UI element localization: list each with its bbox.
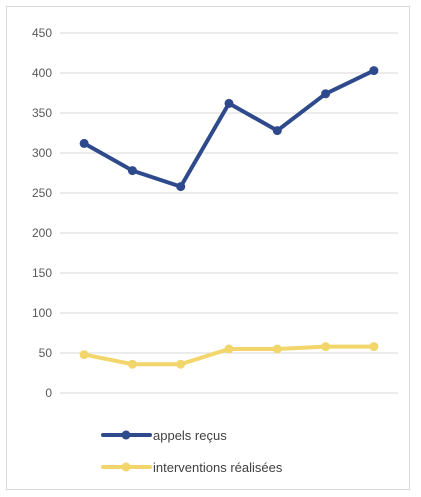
data-point [224, 344, 234, 354]
y-axis-ticks: 0 50 100 150 200 250 300 350 400 450 [32, 26, 52, 400]
y-tick-label: 400 [32, 66, 52, 80]
legend-label: interventions réalisées [153, 460, 283, 475]
series-2 [79, 342, 379, 369]
data-point [369, 66, 379, 76]
grid-lines [60, 32, 398, 394]
series-1 [79, 66, 379, 192]
legend-marker [121, 430, 131, 440]
data-point [79, 138, 89, 148]
y-tick-label: 100 [32, 306, 52, 320]
data-point [127, 166, 137, 176]
y-tick-label: 50 [39, 346, 53, 360]
y-tick-label: 200 [32, 226, 52, 240]
legend: appels reçus interventions réalisées [101, 428, 283, 475]
legend-item: appels reçus [101, 428, 227, 443]
y-tick-label: 250 [32, 186, 52, 200]
legend-marker [121, 462, 131, 472]
series-layer [79, 66, 379, 369]
series-line [82, 68, 376, 189]
y-tick-label: 350 [32, 106, 52, 120]
data-point [224, 98, 234, 108]
data-point [272, 126, 282, 136]
data-point [79, 350, 89, 360]
data-point [176, 359, 186, 369]
y-tick-label: 0 [45, 386, 52, 400]
data-point [369, 342, 379, 352]
data-point [272, 344, 282, 354]
data-point [176, 182, 186, 192]
y-tick-label: 300 [32, 146, 52, 160]
data-point [321, 89, 331, 99]
y-tick-label: 450 [32, 26, 52, 40]
data-point [127, 359, 137, 369]
y-tick-label: 150 [32, 266, 52, 280]
data-point [321, 342, 331, 352]
legend-item: interventions réalisées [101, 460, 283, 475]
legend-label: appels reçus [153, 428, 227, 443]
